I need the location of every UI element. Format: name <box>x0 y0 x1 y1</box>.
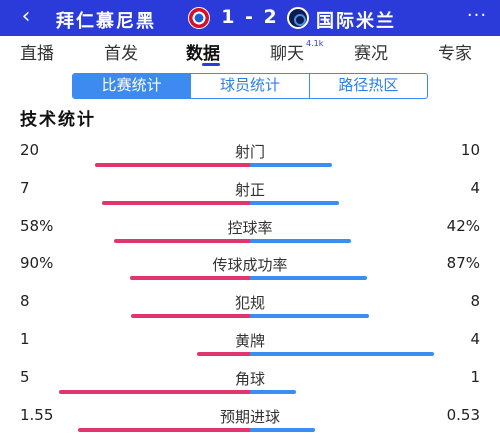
stat-row: 8 犯规 8 <box>0 292 500 330</box>
stat-away-bar <box>250 352 434 356</box>
stat-home-bar <box>114 238 250 243</box>
stat-away-value: 10 <box>460 141 480 159</box>
stat-row: 7 射正 4 <box>0 179 500 217</box>
back-icon[interactable]: ‹ <box>21 4 31 29</box>
home-team-crest-icon[interactable] <box>188 7 210 29</box>
more-options-icon[interactable]: ··· <box>466 5 488 26</box>
home-team-name[interactable]: 拜仁慕尼黑 <box>56 11 156 32</box>
tab-lineup[interactable]: 首发 <box>104 44 138 64</box>
stat-home-value: 20 <box>20 141 40 159</box>
stat-row: 20 射门 10 <box>0 141 500 179</box>
stat-home-bar <box>131 314 250 319</box>
stat-away-bar <box>250 389 296 394</box>
stat-home-bar <box>78 427 250 432</box>
tab-experts[interactable]: 专家 <box>438 44 472 64</box>
active-tab-indicator <box>202 63 220 66</box>
tab-match-report[interactable]: 赛况 <box>354 44 388 64</box>
stat-row: 58% 控球率 42% <box>0 217 500 255</box>
stat-home-bar <box>197 352 250 356</box>
stat-label: 传球成功率 <box>212 256 288 275</box>
stat-home-bar <box>130 276 250 281</box>
stat-home-value: 1 <box>20 330 30 348</box>
stat-away-value: 4 <box>470 178 480 197</box>
stat-away-value: 87% <box>446 254 480 273</box>
stat-home-bar <box>59 389 250 394</box>
stat-label: 角球 <box>234 369 265 388</box>
stat-label: 黄牌 <box>234 332 265 350</box>
stat-away-bar <box>250 238 351 243</box>
match-nav-tabs: 直播 首发 数据 聊天 4.1k 赛况 专家 <box>0 36 500 66</box>
stat-row: 5 角球 1 <box>0 368 500 406</box>
stat-home-value: 1.55 <box>20 405 54 424</box>
match-header: ‹ 拜仁慕尼黑 1 - 2 国际米兰 ··· <box>0 0 500 36</box>
stat-label: 犯规 <box>234 294 265 313</box>
subtab-match-stats[interactable]: 比赛统计 <box>73 74 192 98</box>
stat-label: 控球率 <box>227 218 273 237</box>
away-team-name[interactable]: 国际米兰 <box>316 11 396 32</box>
tab-data[interactable]: 数据 <box>186 44 220 64</box>
stat-home-value: 5 <box>20 367 30 386</box>
stats-subtabs: 比赛统计 球员统计 路径热区 <box>72 73 428 99</box>
tab-live[interactable]: 直播 <box>20 44 54 64</box>
stat-away-bar <box>250 314 369 319</box>
stat-label: 射门 <box>234 143 265 161</box>
stat-label: 预期进球 <box>219 407 280 426</box>
stat-away-value: 0.53 <box>446 405 480 424</box>
stat-home-bar <box>102 200 250 205</box>
subtab-player-stats[interactable]: 球员统计 <box>191 74 310 98</box>
match-score: 1 - 2 <box>221 6 279 28</box>
stat-away-bar <box>250 276 367 281</box>
stat-away-value: 8 <box>470 292 480 311</box>
subtab-heatmap[interactable]: 路径热区 <box>338 76 399 94</box>
stat-away-value: 4 <box>470 330 480 348</box>
stat-away-value: 42% <box>446 216 480 235</box>
stat-away-value: 1 <box>470 367 480 386</box>
tab-chat[interactable]: 聊天 4.1k <box>270 39 324 64</box>
section-title: 技术统计 <box>20 110 96 130</box>
stat-away-bar <box>250 163 332 167</box>
stat-away-bar <box>250 427 315 432</box>
stat-row: 90% 传球成功率 87% <box>0 254 500 292</box>
stat-home-value: 58% <box>20 216 54 235</box>
stat-home-value: 7 <box>20 178 30 197</box>
stat-row: 1 黄牌 4 <box>0 330 500 368</box>
stat-label: 射正 <box>234 180 265 199</box>
chat-count-badge: 4.1k <box>306 39 324 48</box>
stat-row: 1.55 预期进球 0.53 <box>0 406 500 440</box>
stat-away-bar <box>250 200 339 205</box>
stat-home-bar <box>95 163 250 167</box>
stat-home-value: 90% <box>20 254 54 273</box>
stat-home-value: 8 <box>20 292 30 311</box>
away-team-crest-icon[interactable] <box>287 7 309 29</box>
